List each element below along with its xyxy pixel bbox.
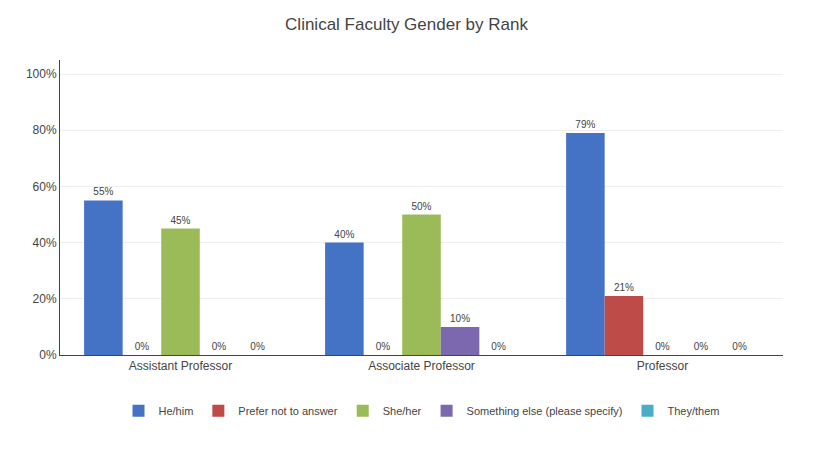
svg-text:Assistant Professor: Assistant Professor xyxy=(129,359,232,373)
svg-text:She/her: She/her xyxy=(383,405,422,417)
svg-text:Prefer not to answer: Prefer not to answer xyxy=(238,405,337,417)
svg-text:0%: 0% xyxy=(376,341,391,352)
svg-text:40%: 40% xyxy=(334,229,354,240)
svg-text:21%: 21% xyxy=(614,282,634,293)
svg-text:0%: 0% xyxy=(655,341,670,352)
svg-text:10%: 10% xyxy=(450,313,470,324)
svg-text:40%: 40% xyxy=(33,236,57,250)
svg-text:0%: 0% xyxy=(212,341,227,352)
svg-text:79%: 79% xyxy=(575,119,595,130)
svg-text:100%: 100% xyxy=(26,67,57,81)
svg-text:Clinical Faculty Gender by Ran: Clinical Faculty Gender by Rank xyxy=(285,15,528,34)
svg-text:55%: 55% xyxy=(93,186,113,197)
svg-text:He/him: He/him xyxy=(159,405,194,417)
svg-text:0%: 0% xyxy=(732,341,747,352)
svg-text:Associate Professor: Associate Professor xyxy=(368,359,475,373)
svg-text:80%: 80% xyxy=(33,123,57,137)
svg-text:Professor: Professor xyxy=(637,359,688,373)
svg-text:45%: 45% xyxy=(170,215,190,226)
svg-text:0%: 0% xyxy=(250,341,265,352)
svg-text:0%: 0% xyxy=(39,348,57,362)
svg-text:0%: 0% xyxy=(694,341,709,352)
svg-text:0%: 0% xyxy=(135,341,150,352)
svg-text:20%: 20% xyxy=(33,292,57,306)
svg-text:0%: 0% xyxy=(491,341,506,352)
svg-text:They/them: They/them xyxy=(668,405,720,417)
svg-text:Something else (please specify: Something else (please specify) xyxy=(467,405,623,417)
svg-text:60%: 60% xyxy=(33,180,57,194)
svg-text:50%: 50% xyxy=(411,201,431,212)
